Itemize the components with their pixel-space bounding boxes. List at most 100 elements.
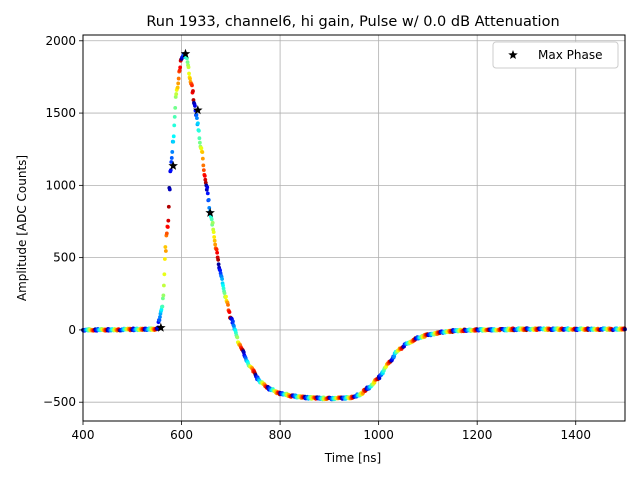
- pulse-point: [191, 89, 195, 93]
- x-tick-label: 1000: [363, 428, 394, 442]
- pulse-point: [176, 81, 181, 86]
- y-tick-label: 1500: [45, 106, 76, 120]
- chart-title: Run 1933, channel6, hi gain, Pulse w/ 0.…: [146, 14, 559, 30]
- pulse-point: [170, 150, 175, 154]
- plot-frame: [82, 34, 626, 422]
- pulse-point: [163, 249, 168, 253]
- pulse-point: [162, 257, 167, 261]
- pulse-point: [157, 318, 162, 322]
- pulse-point: [199, 146, 204, 151]
- pulse-point: [210, 220, 215, 225]
- pulse-point: [190, 83, 194, 88]
- x-axis-ticks: 400 600 800 1000 1200 1400: [72, 421, 591, 442]
- pulse-point: [201, 168, 206, 173]
- pulse-point: [166, 218, 171, 223]
- pulse-point: [162, 272, 167, 277]
- pulse-point: [171, 139, 176, 144]
- pulse-point: [187, 71, 191, 76]
- pulse-point: [168, 168, 173, 173]
- x-tick-label: 800: [269, 428, 292, 442]
- pulse-point: [197, 136, 202, 141]
- pulse-point: [226, 302, 230, 307]
- pulse-point: [165, 225, 170, 229]
- grid: [82, 35, 625, 421]
- pulse-point: [203, 177, 208, 182]
- x-tick-label: 600: [170, 428, 193, 442]
- pulse-point: [174, 92, 179, 96]
- pulse-point: [176, 76, 181, 81]
- pulse-point: [231, 319, 235, 324]
- pulse-point: [222, 291, 227, 296]
- pulse-point: [167, 187, 172, 192]
- pulse-point: [161, 293, 166, 298]
- max-phase-star: [156, 322, 166, 332]
- max-phase-star: [193, 105, 203, 115]
- pulse-point: [158, 315, 162, 319]
- y-tick-label: 500: [53, 251, 76, 265]
- pulse-point: [216, 257, 221, 262]
- pulse-point: [235, 335, 240, 340]
- legend-label-max-phase: Max Phase: [538, 48, 602, 62]
- pulse-point: [221, 283, 225, 288]
- pulse-point: [209, 217, 214, 222]
- pulse-point: [206, 197, 211, 202]
- pulse-point: [214, 247, 219, 252]
- pulse-point: [194, 112, 199, 117]
- max-phase-star: [205, 207, 215, 217]
- x-tick-label: 1400: [560, 428, 591, 442]
- pulse-point: [172, 123, 177, 128]
- pulse-point: [212, 238, 217, 243]
- pulse-point: [193, 104, 197, 108]
- pulse-point: [175, 85, 180, 90]
- pulse-point: [200, 156, 205, 161]
- pulse-point: [185, 60, 190, 65]
- x-tick-label: 1200: [462, 428, 493, 442]
- pulse-point: [178, 65, 183, 70]
- legend-star-icon: [508, 50, 518, 60]
- pulse-point: [171, 134, 176, 139]
- y-axis-label: Amplitude [ADC Counts]: [15, 155, 29, 301]
- pulse-point: [172, 115, 177, 119]
- legend: Max Phase: [492, 41, 619, 69]
- x-axis-label: Time [ns]: [324, 451, 381, 465]
- pulse-point: [160, 304, 165, 309]
- pulse-point: [216, 262, 221, 267]
- pulse-point: [161, 283, 166, 288]
- pulse-point: [188, 76, 192, 81]
- pulse-point: [205, 185, 210, 190]
- pulse-point: [205, 191, 210, 196]
- y-tick-label: 1000: [45, 178, 76, 192]
- pulse-point: [200, 150, 205, 155]
- pulse-point: [173, 95, 178, 99]
- pulse-point: [211, 230, 216, 235]
- y-tick-label: 2000: [45, 34, 76, 48]
- pulse-point: [218, 268, 223, 273]
- y-tick-label: 0: [68, 323, 76, 337]
- pulse-point: [185, 56, 189, 61]
- pulse-point: [177, 68, 182, 73]
- pulse-point: [197, 128, 201, 133]
- pulse-point: [173, 105, 178, 110]
- pulse-point: [221, 286, 226, 291]
- max-phase-star: [180, 48, 191, 58]
- pulse-point: [169, 160, 174, 164]
- pulse-point: [215, 250, 220, 255]
- pulse-point: [169, 156, 174, 160]
- pulse-point: [212, 235, 217, 239]
- pulse-point: [186, 65, 191, 70]
- pulse-point: [197, 140, 202, 145]
- pulse-point: [213, 242, 218, 247]
- max-phase-star: [168, 160, 178, 170]
- legend-box: [492, 41, 619, 69]
- pulse-point: [224, 294, 228, 299]
- pulse-point: [227, 310, 232, 315]
- pulse-point: [201, 163, 206, 168]
- pulse-point: [202, 174, 207, 178]
- max-phase-markers: [156, 48, 215, 332]
- pulse-point: [195, 116, 199, 121]
- pulse-point: [166, 204, 171, 209]
- y-axis-ticks: −500 0 500 1000 1500 2000: [43, 34, 83, 409]
- pulse-point: [163, 245, 168, 249]
